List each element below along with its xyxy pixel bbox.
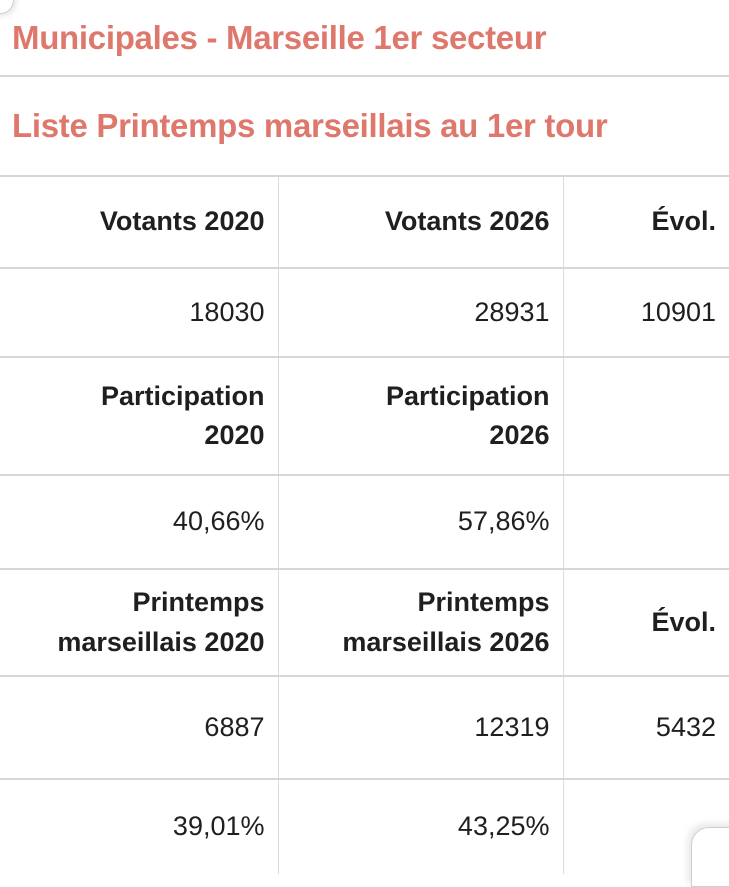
value-votants-evol: 10901	[640, 296, 716, 327]
row-participation-values: 40,66% 57,86%	[0, 475, 729, 569]
value-printemps-pct-2020: 39,01%	[0, 779, 279, 874]
header-votants-2020: Votants 2020	[0, 176, 279, 268]
value-printemps-evol: 5432	[655, 711, 716, 742]
header-votants-evol: Évol.	[651, 206, 716, 237]
empty-cell	[563, 357, 729, 475]
row-printemps-headers: Printemps marseillais 2020 Printemps mar…	[0, 569, 729, 676]
value-votants-2020: 18030	[0, 268, 279, 357]
header-printemps-evol: Évol.	[651, 606, 716, 637]
row-printemps-percent-values: 39,01% 43,25%	[0, 779, 729, 874]
header-printemps-2020: Printemps marseillais 2020	[0, 569, 279, 676]
header-votants-2026: Votants 2026	[278, 176, 564, 268]
value-participation-2026: 57,86%	[278, 475, 564, 569]
row-votants-headers: Votants 2020 Votants 2026 Évol.	[0, 176, 729, 268]
value-participation-2020: 40,66%	[0, 475, 279, 569]
list-subtitle: Liste Printemps marseillais au 1er tour	[12, 107, 608, 144]
floating-widget-corner	[691, 827, 729, 887]
value-printemps-2026: 12319	[278, 676, 564, 779]
value-votants-2026: 28931	[278, 268, 564, 357]
row-participation-headers: Participation 2020 Participation 2026	[0, 357, 729, 475]
value-printemps-2020: 6887	[0, 676, 279, 779]
results-table: Votants 2020 Votants 2026 Évol. 18030 28…	[0, 175, 729, 874]
header-participation-2020: Participation 2020	[0, 357, 279, 475]
page-title: Municipales - Marseille 1er secteur	[0, 0, 729, 77]
header-participation-2026: Participation 2026	[278, 357, 564, 475]
row-printemps-values: 6887 12319 5432	[0, 676, 729, 779]
value-printemps-pct-2026: 43,25%	[278, 779, 564, 874]
header-printemps-2026: Printemps marseillais 2026	[278, 569, 564, 676]
row-votants-values: 18030 28931 10901	[0, 268, 729, 357]
empty-cell	[563, 475, 729, 569]
